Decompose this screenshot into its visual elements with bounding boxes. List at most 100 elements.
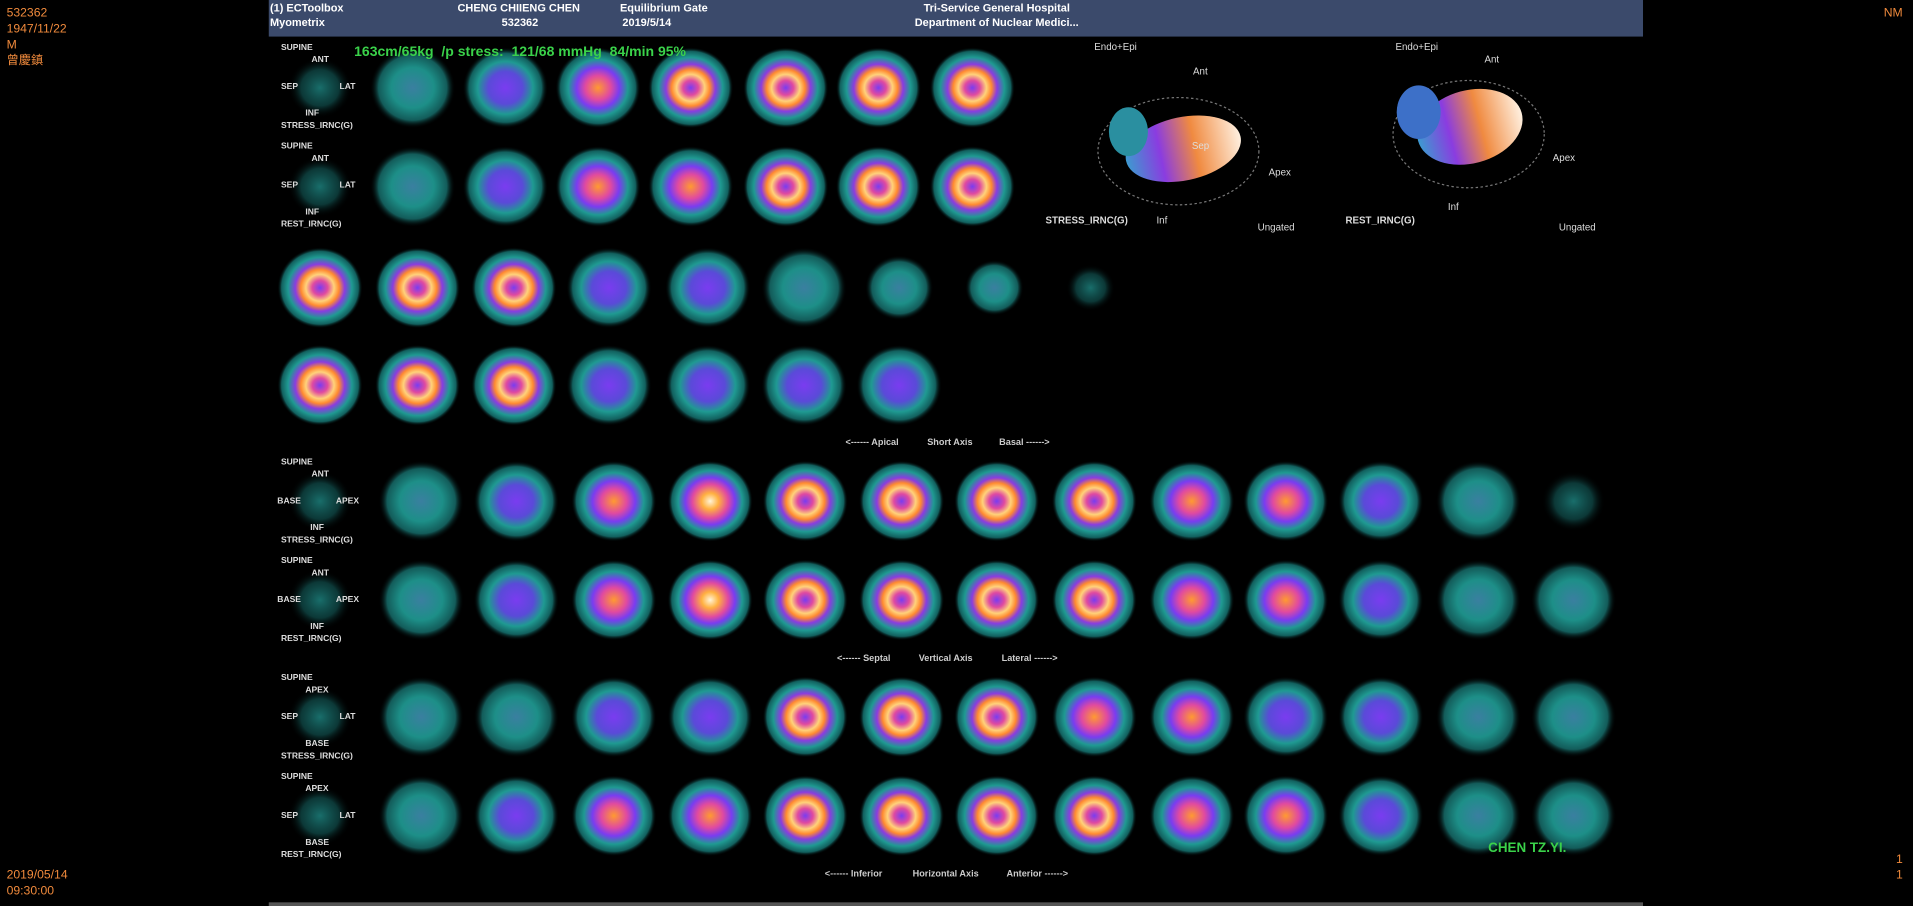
page-number: 1 xyxy=(1896,868,1903,882)
orientation: APEX xyxy=(305,783,329,793)
slice-image xyxy=(1435,775,1522,857)
slice-image xyxy=(865,255,934,321)
slice-image xyxy=(288,156,352,217)
axis-caption: <------ Inferior xyxy=(825,869,883,879)
series-name: REST_IRNC(G) xyxy=(281,633,342,643)
slice-image xyxy=(743,47,829,129)
protocol: Equilibrium Gate xyxy=(620,2,708,14)
orientation: LAT xyxy=(339,180,356,190)
slice-image xyxy=(965,259,1024,316)
polar-label: Inf xyxy=(1156,215,1167,226)
page-number: 1 xyxy=(1896,852,1903,866)
polar-label: Apex xyxy=(1553,153,1575,164)
slice-image xyxy=(665,344,751,426)
labels: SUPINE ANT SEP LAT INF STRESS_IRNC(G) SUPINE AN… xyxy=(277,42,1595,879)
slice-image xyxy=(929,47,1016,129)
slice-image xyxy=(566,247,652,329)
orientation: SEP xyxy=(281,711,298,721)
slice-image xyxy=(954,775,1040,857)
slice-image xyxy=(1149,775,1235,857)
slice-image xyxy=(288,785,352,846)
header-patient-name: CHENG CHIIENG CHEN xyxy=(457,2,580,14)
slice-image xyxy=(571,460,657,542)
hospital: Tri-Service General Hospital xyxy=(924,2,1070,14)
slices xyxy=(277,47,1617,857)
orientation: APEX xyxy=(336,594,360,604)
slice-image xyxy=(856,344,942,426)
orientation: ANT xyxy=(311,153,329,163)
app-name: (1) ECToolbox xyxy=(270,2,344,14)
orientation: SUPINE xyxy=(281,141,313,151)
slice-image xyxy=(378,775,464,857)
orientation: BASE xyxy=(277,594,301,604)
slice-image xyxy=(1338,676,1424,758)
slice-image xyxy=(571,559,657,641)
slice-image xyxy=(374,344,461,426)
slice-image xyxy=(462,146,549,228)
slice-image xyxy=(1530,559,1617,641)
sex: M xyxy=(7,37,17,51)
slice-image xyxy=(1066,264,1116,311)
slice-image xyxy=(1149,676,1235,758)
slice-image xyxy=(858,775,945,857)
orientation: ANT xyxy=(311,469,329,479)
slice-image xyxy=(761,344,847,426)
header-bar xyxy=(268,0,1644,37)
footer-bar xyxy=(268,902,1644,906)
patient-id: 532362 xyxy=(7,6,48,20)
slice-image xyxy=(473,676,559,758)
axis-caption: <------ Apical xyxy=(846,437,899,447)
slice-image xyxy=(471,247,557,329)
axis-caption: Horizontal Axis xyxy=(913,869,979,879)
slice-image xyxy=(665,247,751,329)
slice-image xyxy=(473,460,559,542)
left-info: 532362 1947/11/22 M 曾慶鎮 2019/05/14 09:30… xyxy=(7,6,1903,898)
slice-image xyxy=(762,559,848,641)
slice-image xyxy=(369,146,456,228)
slice-image xyxy=(1149,559,1235,641)
slice-image xyxy=(667,775,753,857)
study-date: 2019/05/14 xyxy=(7,868,68,882)
axis-caption: Vertical Axis xyxy=(919,653,973,663)
orientation: SUPINE xyxy=(281,555,313,565)
orientation: SUPINE xyxy=(281,456,313,466)
orientation: SEP xyxy=(281,180,298,190)
slice-image xyxy=(1051,775,1137,857)
slice-image xyxy=(835,146,922,228)
slice-image xyxy=(378,676,464,758)
axis-caption: <------ Septal xyxy=(837,653,890,663)
orientation: INF xyxy=(310,621,324,631)
polar-label: Sep xyxy=(1192,141,1210,152)
slice-image xyxy=(858,559,945,641)
slice-image xyxy=(667,460,753,542)
physician: CHEN TZ.YI. xyxy=(1488,840,1566,855)
slice-image xyxy=(288,569,352,631)
slice-image xyxy=(762,775,848,857)
slice-image xyxy=(1051,676,1137,758)
slice-image xyxy=(667,676,753,758)
orientation: SEP xyxy=(281,81,298,91)
orientation: INF xyxy=(305,108,319,118)
orientation: BASE xyxy=(305,837,329,847)
orientation: INF xyxy=(310,522,324,532)
axis-caption: Basal ------> xyxy=(999,437,1049,447)
slice-image xyxy=(647,47,734,129)
slice-image xyxy=(1338,559,1424,641)
slice-image xyxy=(462,47,549,129)
orientation: SUPINE xyxy=(281,771,313,781)
slice-image xyxy=(571,676,657,758)
slice-image xyxy=(1051,460,1137,542)
slice-image xyxy=(1243,676,1329,758)
slice-image xyxy=(1338,775,1424,857)
series-name: REST_IRNC(G) xyxy=(281,219,342,229)
axis-caption: Short Axis xyxy=(927,437,972,447)
slice-image xyxy=(647,146,734,228)
axis-caption: Lateral ------> xyxy=(1002,653,1058,663)
slice-image xyxy=(954,559,1040,641)
slice-image xyxy=(858,676,945,758)
polar-label: Ant xyxy=(1193,67,1208,78)
header-patient-id: 532362 xyxy=(502,17,539,29)
polar-label: Ant xyxy=(1484,54,1499,65)
slice-image xyxy=(473,559,559,641)
